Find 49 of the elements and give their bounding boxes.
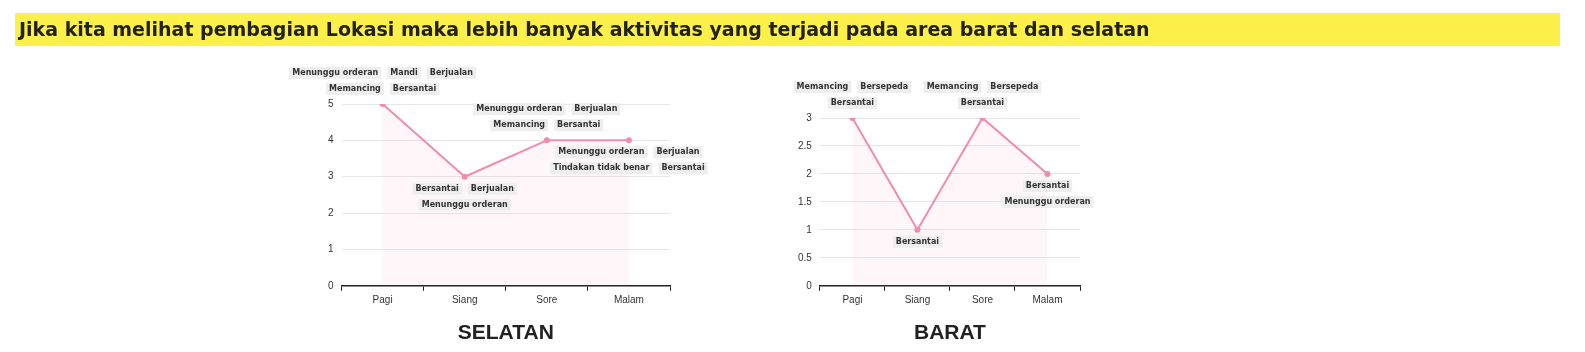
x-tick-label: Malam: [613, 293, 644, 305]
y-tick-label: 1: [328, 243, 334, 255]
annotation: Berjualan: [656, 147, 700, 157]
text: Memancing: [926, 82, 979, 92]
x-axis-title: SELATAN: [457, 320, 554, 344]
x-axis-title: BARAT: [913, 320, 987, 344]
text: Menunggu orderan: [292, 68, 379, 78]
text: Bersantai: [960, 98, 1005, 108]
x-tick-label: Pagi: [372, 293, 393, 305]
x-tick-label: Sore: [536, 293, 558, 305]
y-tick-label: 2.5: [798, 139, 813, 151]
text: Memancing: [796, 82, 849, 92]
y-tick-label: 2: [328, 206, 334, 218]
text: Berjualan: [429, 68, 474, 78]
annotation: Bersantai: [1025, 181, 1070, 191]
y-tick-label: 4: [328, 134, 334, 146]
x-tick-label: Pagi: [842, 293, 863, 305]
y-tick-label: 3: [328, 170, 334, 182]
annotation: Berjualan: [574, 104, 618, 114]
y-tick-label: 2: [806, 167, 813, 179]
annotation: Menunggu orderan: [558, 147, 645, 157]
y-tick-label: 5: [328, 97, 334, 109]
chart-title: Jika kita melihat pembagian Lokasi maka lebih banyak aktivitas yang terjadi pada area barat dan selatan: [15, 13, 1560, 46]
text: Bersantai: [830, 98, 875, 108]
text: Bersantai: [392, 84, 437, 94]
x-tick-label: Sore: [971, 293, 994, 305]
y-tick-label: 3: [806, 111, 813, 123]
annotation: Berjualan: [470, 183, 515, 193]
annotation: Menunggu orderan: [421, 199, 509, 209]
annotation: Menunggu orderan: [476, 104, 563, 114]
text: Bersepeda: [990, 82, 1039, 92]
annotation: Memancing: [493, 120, 546, 130]
annotation: Menunggu orderan: [1004, 197, 1091, 207]
y-tick-label: 0: [328, 279, 334, 291]
annotation: Bersantai: [895, 236, 940, 246]
y-tick-label: 0.5: [798, 251, 813, 263]
text: Mandi: [390, 68, 419, 78]
x-tick-label: Siang: [904, 293, 931, 305]
annotation: Bersantai: [661, 163, 705, 173]
annotation: Bersantai: [415, 183, 460, 193]
y-tick-label: 0: [806, 279, 813, 291]
x-tick-label: Siang: [451, 293, 478, 305]
y-tick-label: 1.5: [798, 195, 813, 207]
y-tick-label: 1: [806, 223, 813, 235]
annotation: Tindakan tidak benar: [553, 163, 650, 173]
text: Memancing: [329, 84, 382, 94]
annotation: Bersantai: [557, 120, 601, 130]
text: Bersepeda: [860, 82, 909, 92]
x-tick-label: Malam: [1032, 293, 1063, 305]
